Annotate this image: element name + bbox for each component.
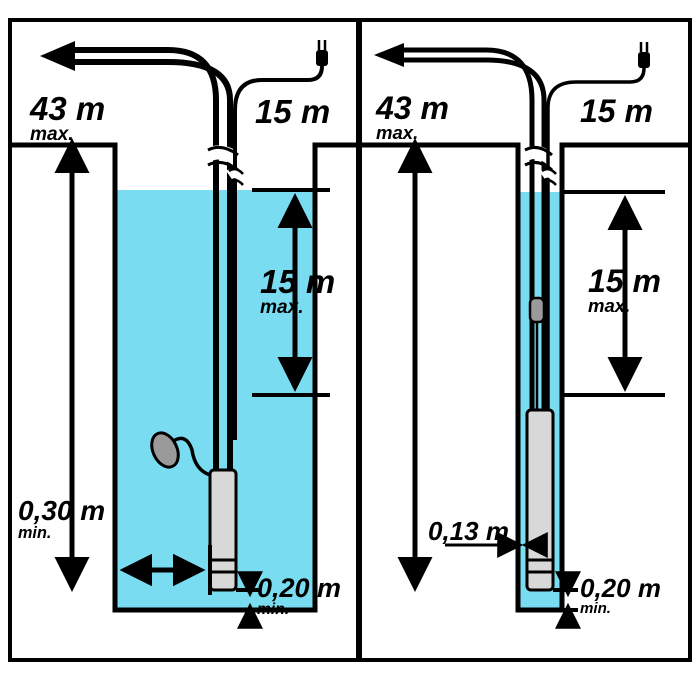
- a-head-label: 43 m max.: [30, 92, 105, 144]
- a-depth-label: 15 m max.: [260, 265, 335, 317]
- diagram-root: { "colors": { "water": "#7adcf0", "strok…: [0, 0, 700, 700]
- b-head-label: 43 m max.: [376, 92, 449, 143]
- a-cable-label: 15 m: [255, 95, 330, 128]
- b-depth-label: 15 m max.: [588, 265, 661, 316]
- a-bottom-label: 0,20 m min.: [257, 575, 341, 618]
- b-side-label: 0,13 m: [428, 518, 509, 544]
- b-bottom-label: 0,20 m min.: [580, 575, 661, 616]
- a-side-label: 0,30 m min.: [18, 497, 105, 541]
- b-cable-label: 15 m: [580, 95, 653, 127]
